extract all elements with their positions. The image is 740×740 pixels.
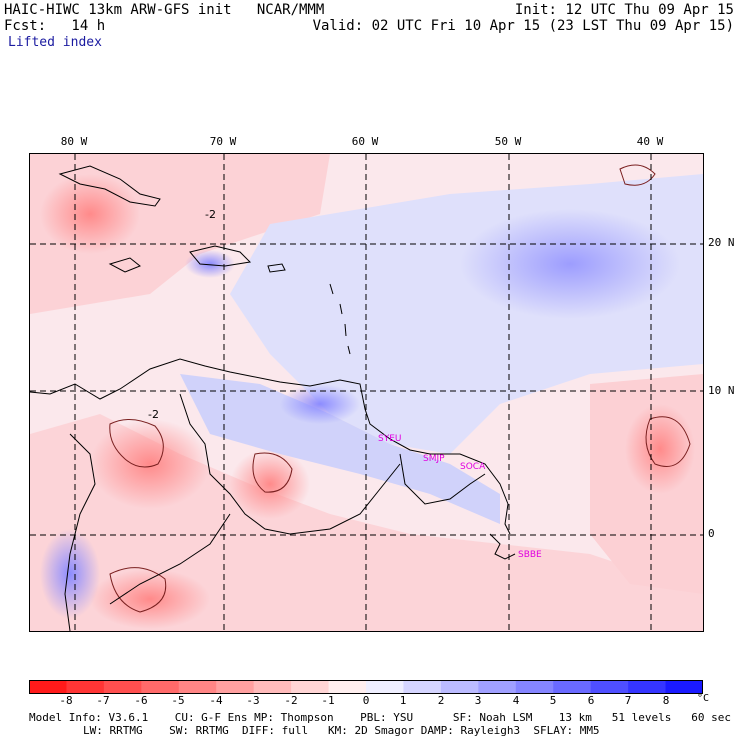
field-cool-ecuador: [40, 529, 100, 619]
variable-name: Lifted index: [8, 35, 102, 50]
colorbar-label: -2: [284, 694, 298, 707]
station-smjp: SMJP: [423, 454, 445, 464]
south-america-coast: [30, 358, 511, 535]
colorbar-swatch: [665, 680, 703, 694]
colorbar-label: -3: [246, 694, 260, 707]
field-warm-colombia: [90, 419, 210, 509]
jamaica-outline: [108, 257, 141, 273]
colorbar-label: 0: [362, 694, 370, 707]
init-time: Init: 12 UTC Thu 09 Apr 15: [514, 2, 734, 18]
lesser-antilles-outline: [329, 283, 351, 355]
lat-label-eq: 0: [708, 527, 715, 540]
contour-label: -2: [205, 208, 216, 221]
contour-line: [109, 419, 164, 468]
field-cool-hispaniola: [185, 250, 235, 278]
field-cool-guiana: [180, 374, 500, 524]
colorbar-label: -5: [171, 694, 185, 707]
colorbar-swatch: [515, 680, 554, 694]
colorbar-label: -8: [59, 694, 73, 707]
field-cool-core: [460, 209, 680, 319]
station-syeu: SYEU: [378, 434, 401, 444]
colorbar-label: 3: [474, 694, 482, 707]
contour-label: -2: [148, 408, 159, 421]
field-warm-amazon: [90, 569, 210, 629]
field-warm-venezuela: [230, 449, 310, 519]
colorbar-border: [29, 680, 703, 694]
colorbar-label: -7: [96, 694, 110, 707]
colorbar-label: -4: [209, 694, 223, 707]
guianas-border: [399, 453, 486, 505]
colorbar-label: 4: [512, 694, 520, 707]
contour-line: [619, 164, 656, 186]
colorbar-label: 6: [587, 694, 595, 707]
colorbar-label: 8: [662, 694, 670, 707]
station-soca: SOCA: [460, 462, 486, 472]
colorbar-swatch: [478, 680, 517, 694]
colombia-border: [109, 513, 231, 605]
field-cool-orinoco: [280, 384, 360, 424]
colorbar-label: -6: [134, 694, 148, 707]
colorbar-unit: °C: [697, 693, 710, 704]
coastlines: [30, 165, 516, 631]
colorbar-label: 1: [399, 694, 407, 707]
lat-label-10n: 10 N: [708, 384, 735, 397]
contour-line: [252, 452, 293, 493]
cuba-outline: [58, 165, 161, 207]
colorbar-label: -1: [321, 694, 335, 707]
colorbar-swatch: [590, 680, 629, 694]
station-sbbe: SBBE: [518, 550, 542, 560]
puerto-rico-outline: [267, 263, 286, 273]
colorbar-swatch: [553, 680, 592, 694]
colorbar-swatch: [328, 680, 367, 694]
andes-border: [64, 433, 96, 631]
forecast-hour: Fcst: 14 h: [4, 18, 106, 34]
lon-label-40w: 40 W: [636, 135, 664, 148]
lon-label-80w: 80 W: [60, 135, 88, 148]
colorbar-swatch: [141, 680, 180, 694]
colorbar-swatch: [366, 680, 404, 694]
hispaniola-outline: [189, 245, 252, 267]
lat-label-20n: 20 N: [708, 236, 735, 249]
colorbar-swatch: [628, 680, 667, 694]
colorbar-swatch: [29, 680, 67, 694]
lon-label-50w: 50 W: [494, 135, 522, 148]
colorbar: [29, 680, 703, 694]
colorbar-swatch: [403, 680, 442, 694]
colorbar-swatch: [253, 680, 292, 694]
field-warm-atlantic: [625, 404, 695, 494]
colorbar-swatch: [216, 680, 255, 694]
grid-lines: [30, 154, 703, 631]
colorbar-swatch: [291, 680, 330, 694]
colorbar-swatch: [178, 680, 217, 694]
colorbar-label: 5: [549, 694, 557, 707]
colorbar-label: 7: [624, 694, 632, 707]
lon-label-60w: 60 W: [351, 135, 379, 148]
lifted-index-map: -2 -2 SYEU SMJP SOCA SBBE: [29, 153, 704, 632]
colorbar-swatch: [440, 680, 479, 694]
lon-label-70w: 70 W: [209, 135, 237, 148]
colorbar-swatch: [103, 680, 142, 694]
contour-line: [109, 567, 167, 613]
venezuela-border: [179, 393, 401, 535]
model-info-line2: LW: RRTMG SW: RRTMG DIFF: full KM: 2D Sm…: [83, 724, 600, 737]
valid-time: Valid: 02 UTC Fri 10 Apr 15 (23 LST Thu …: [312, 18, 734, 34]
model-info-line1: Model Info: V3.6.1 CU: G-F Ens MP: Thomp…: [29, 711, 731, 724]
colorbar-label: 2: [437, 694, 445, 707]
amazon-delta-outline: [489, 533, 516, 560]
product-title: HAIC-HIWC 13km ARW-GFS init NCAR/MMM: [4, 2, 325, 18]
contour-line: [645, 416, 691, 467]
colorbar-swatch: [66, 680, 105, 694]
